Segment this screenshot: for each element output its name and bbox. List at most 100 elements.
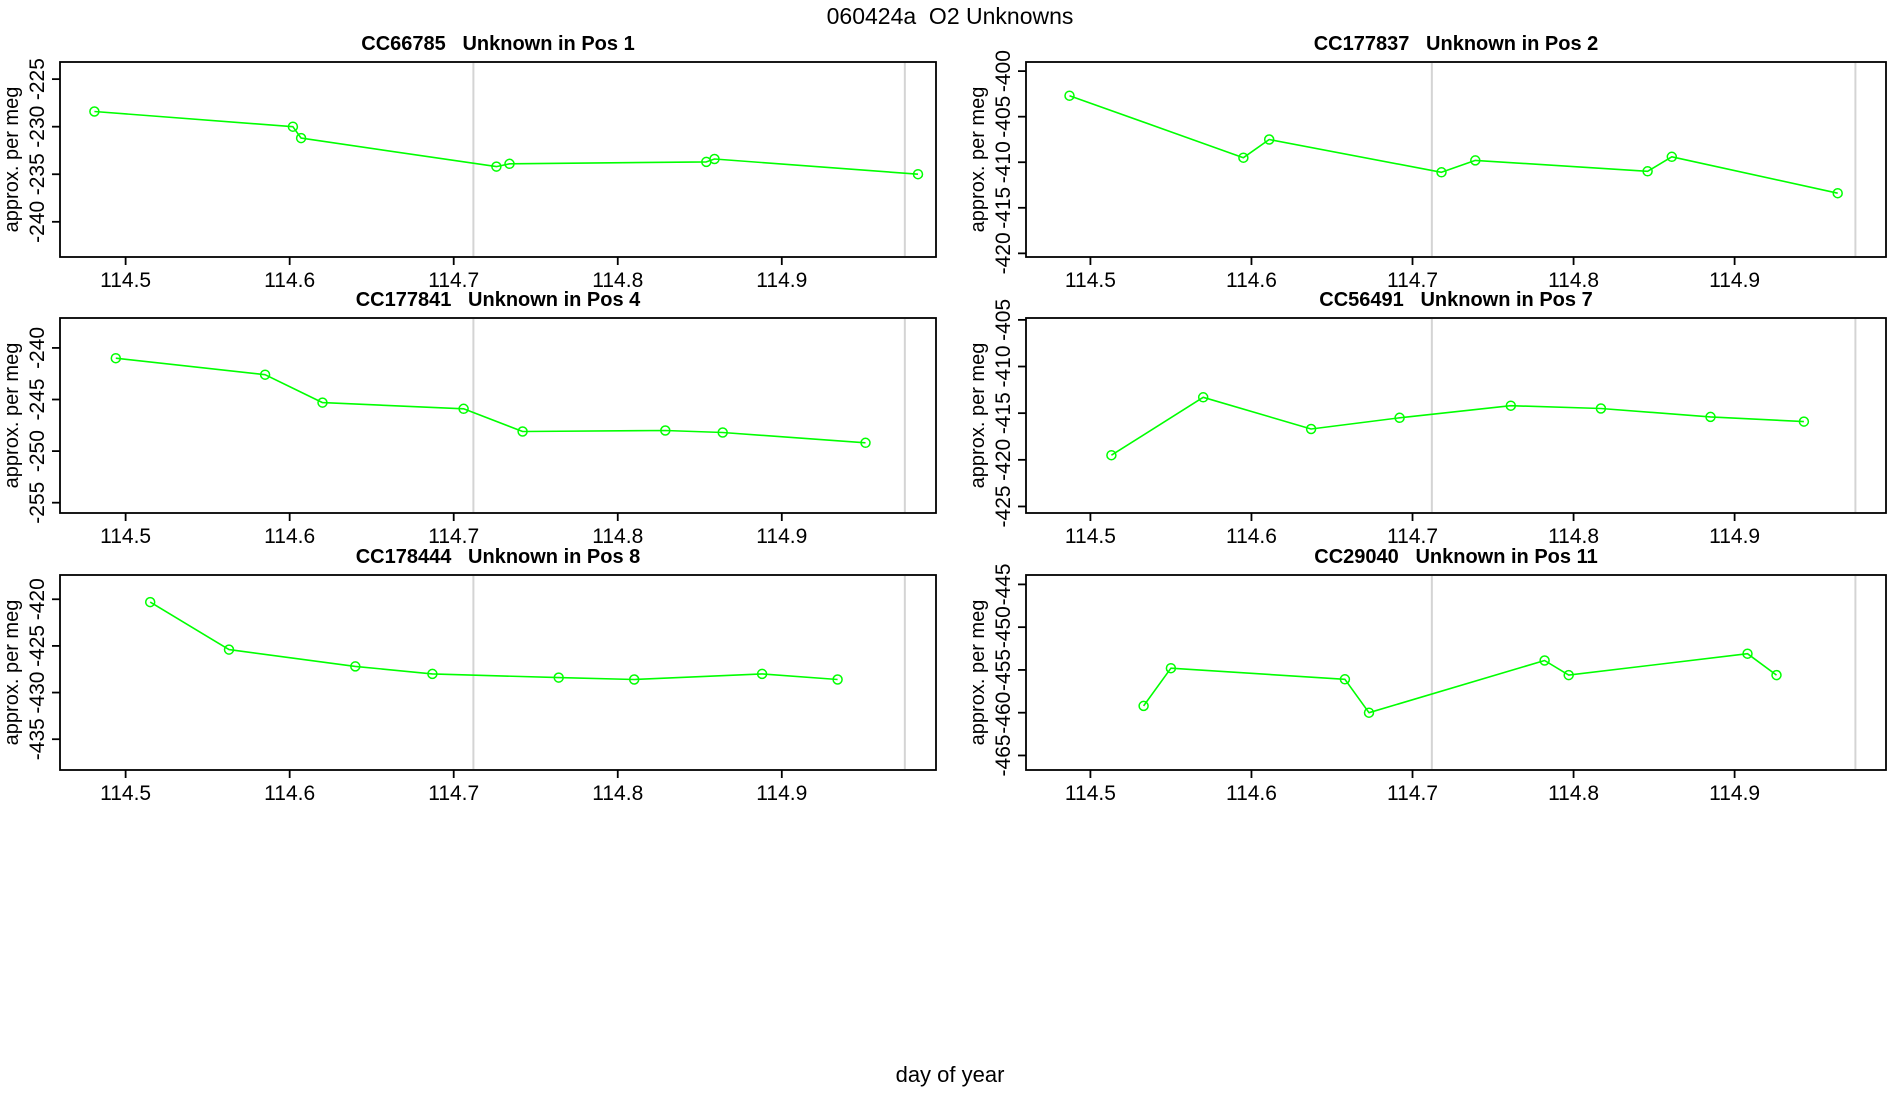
plot-box xyxy=(1025,61,1887,258)
y-axis-title: approx. per meg xyxy=(1,87,23,233)
data-point xyxy=(317,397,328,408)
x-tick-label: 114.9 xyxy=(1709,782,1760,805)
data-point xyxy=(1197,392,1209,403)
data-point xyxy=(1563,669,1574,681)
data-point xyxy=(1165,662,1177,674)
x-tick-label: 114.6 xyxy=(264,782,315,805)
y-tick-label: -250 xyxy=(26,430,49,472)
x-tick-label: 114.5 xyxy=(1065,269,1116,292)
y-tick-label: -425 xyxy=(26,625,49,667)
data-point xyxy=(1642,166,1653,177)
y-axis-title: approx. per meg xyxy=(1,600,23,746)
data-point xyxy=(1394,412,1405,424)
y-tick-label: -410 xyxy=(992,346,1015,388)
data-point xyxy=(832,674,843,685)
data-point xyxy=(1505,400,1517,411)
x-tick-label: 114.8 xyxy=(1548,269,1599,292)
data-point xyxy=(1305,423,1317,435)
panel-title: CC177837 Unknown in Pos 2 xyxy=(1314,33,1599,55)
y-tick-label: -420 xyxy=(992,232,1015,274)
data-point xyxy=(1832,187,1843,199)
y-tick-label: -420 xyxy=(26,578,49,620)
y-tick-label: -435 xyxy=(26,718,49,760)
x-tick-label: 114.9 xyxy=(756,269,807,292)
y-tick-label: -410 xyxy=(992,141,1015,183)
data-point xyxy=(628,674,640,685)
data-point xyxy=(1106,449,1117,461)
y-tick-label: -415 xyxy=(992,187,1015,229)
y-tick-label: -460 xyxy=(992,692,1015,734)
data-point xyxy=(1742,648,1753,659)
data-point xyxy=(350,661,361,672)
x-tick-label: 114.8 xyxy=(1548,525,1599,548)
data-point xyxy=(709,153,720,165)
y-axis-title: approx. per meg xyxy=(967,87,989,233)
y-tick-label: -225 xyxy=(26,58,49,100)
data-point xyxy=(427,668,438,680)
plot-box xyxy=(1025,317,1887,514)
x-tick-label: 114.5 xyxy=(100,525,151,548)
y-tick-label: -240 xyxy=(26,201,49,243)
y-tick-label: -415 xyxy=(992,392,1015,434)
y-tick-label: -465 xyxy=(992,734,1015,776)
series-line xyxy=(1069,94,1838,194)
x-tick-label: 114.6 xyxy=(264,525,315,548)
data-point xyxy=(1064,90,1075,101)
data-point xyxy=(1263,134,1275,145)
x-axis-label: day of year xyxy=(895,1062,1005,1087)
y-tick-label: -405 xyxy=(992,96,1015,138)
y-tick-label: -245 xyxy=(26,378,49,420)
series-line xyxy=(1142,652,1777,714)
data-point xyxy=(717,427,728,438)
data-point xyxy=(458,403,469,415)
x-tick-label: 114.6 xyxy=(1226,269,1277,292)
series-line xyxy=(115,357,866,444)
x-tick-label: 114.7 xyxy=(1387,269,1438,292)
x-tick-label: 114.7 xyxy=(1387,525,1438,548)
x-tick-label: 114.5 xyxy=(1065,782,1116,805)
data-point xyxy=(660,425,671,436)
y-tick-label: -400 xyxy=(992,50,1015,92)
data-point xyxy=(89,106,100,117)
data-point xyxy=(860,437,871,449)
x-tick-label: 114.6 xyxy=(1226,525,1277,548)
x-tick-label: 114.7 xyxy=(428,269,479,292)
panel-CC178444: 114.5 114.6 114.7 114.8 114.9 -420 -425 -430 -43… xyxy=(1,546,937,805)
y-tick-label: -430 xyxy=(26,672,49,714)
panel-title: CC56491 Unknown in Pos 7 xyxy=(1319,289,1592,311)
plot-box xyxy=(59,61,937,258)
data-point xyxy=(1363,707,1375,718)
x-tick-label: 114.6 xyxy=(1226,782,1277,805)
data-point xyxy=(1436,167,1447,178)
panel-CC177837: 114.5 114.6 114.7 114.8 114.9 -400 -405 -410 -41… xyxy=(967,33,1887,292)
data-point xyxy=(295,132,307,144)
data-point xyxy=(1798,416,1810,427)
y-tick-label: -240 xyxy=(26,327,49,369)
x-tick-label: 114.8 xyxy=(592,782,643,805)
data-point xyxy=(223,644,235,655)
panel-title: CC66785 Unknown in Pos 1 xyxy=(361,33,634,55)
y-tick-label: -405 xyxy=(992,299,1015,341)
data-point xyxy=(144,596,156,608)
panel-title: CC29040 Unknown in Pos 11 xyxy=(1314,546,1597,568)
x-tick-label: 114.8 xyxy=(592,525,643,548)
x-tick-label: 114.8 xyxy=(1548,782,1599,805)
x-tick-label: 114.9 xyxy=(756,525,807,548)
panel-CC56491: 114.5 114.6 114.7 114.8 114.9 -405 -410 -415 -42… xyxy=(967,289,1887,548)
data-point xyxy=(1771,669,1782,681)
data-point xyxy=(912,168,924,180)
series-line xyxy=(1110,396,1804,456)
data-point xyxy=(1238,152,1249,163)
panel-CC29040: 114.5 114.6 114.7 114.8 114.9-445-450-455-46… xyxy=(967,546,1887,805)
data-point xyxy=(110,352,122,364)
y-tick-label: -445 xyxy=(992,563,1015,605)
data-point xyxy=(491,161,502,172)
y-tick-label: -230 xyxy=(26,106,49,148)
panel-CC66785: 114.5 114.6 114.7 114.8 114.9 -225 -230 -235 -24… xyxy=(1,33,937,292)
data-point xyxy=(517,426,528,437)
y-tick-label: -255 xyxy=(26,482,49,524)
plot-box xyxy=(59,317,937,514)
data-point xyxy=(1470,155,1481,166)
y-axis-title: approx. per meg xyxy=(967,343,989,489)
